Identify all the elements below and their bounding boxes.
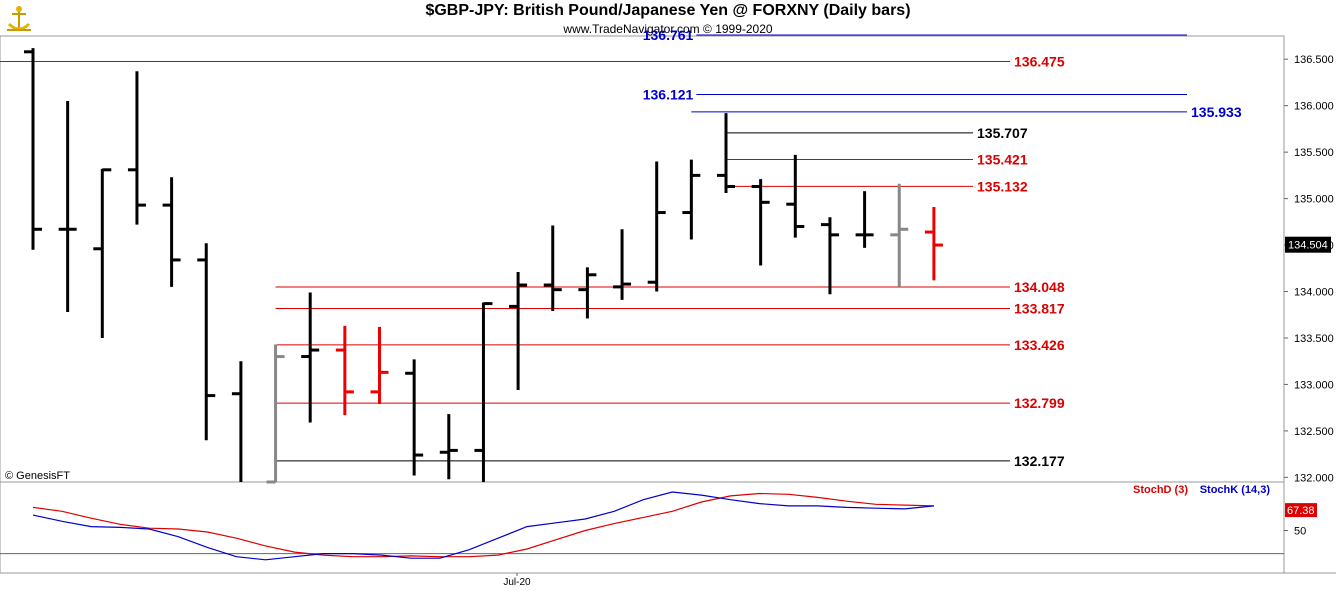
y-tick-label: 134.000 [1294, 287, 1334, 299]
y-tick-label: 135.000 [1294, 194, 1334, 206]
x-tick-label: Jul-20 [503, 577, 531, 588]
legend-stochk: StochK (14,3) [1200, 484, 1271, 496]
stoch-y-tick-label: 50 [1294, 526, 1306, 538]
last-price-tag [1285, 236, 1331, 253]
y-tick-label: 132.500 [1294, 426, 1334, 438]
level-label: 135.933 [1191, 104, 1242, 120]
level-label: 135.707 [977, 125, 1028, 141]
y-tick-label: 136.500 [1294, 54, 1334, 66]
y-tick-label: 136.000 [1294, 101, 1334, 113]
stoch-series-line [32, 491, 934, 561]
level-label: 132.799 [1014, 395, 1065, 411]
stoch-value-label: 67.38 [1287, 505, 1315, 517]
stoch-legend: StochD (3) StochK (14,3) [1133, 484, 1270, 496]
level-label: 135.421 [977, 151, 1028, 167]
y-tick-label: 135.500 [1294, 147, 1334, 159]
trade-navigator-logo-icon [4, 4, 34, 34]
level-label: 136.761 [643, 27, 694, 43]
y-tick-label: 133.000 [1294, 379, 1334, 391]
level-label: 133.426 [1014, 337, 1065, 353]
stoch-series-line [32, 492, 934, 558]
level-label: 133.817 [1014, 301, 1065, 317]
price-pane [0, 35, 1285, 483]
level-label: 134.048 [1014, 279, 1065, 295]
last-price-label: 134.504 [1288, 240, 1328, 252]
legend-stochd: StochD (3) [1133, 484, 1188, 496]
y-tick-label: 133.500 [1294, 333, 1334, 345]
level-label: 135.132 [977, 178, 1028, 194]
chart-subtitle: www.TradeNavigator.com © 1999-2020 [563, 22, 773, 36]
stoch-pane [0, 481, 1285, 574]
y-tick-label: 132.000 [1294, 472, 1334, 484]
level-label: 136.475 [1014, 54, 1065, 70]
watermark: © GenesisFT [5, 470, 70, 482]
level-label: 132.177 [1014, 453, 1065, 469]
level-label: 136.121 [643, 86, 694, 102]
chart-title: $GBP-JPY: British Pound/Japanese Yen @ F… [425, 2, 911, 19]
stoch-value-tag [1285, 503, 1317, 518]
